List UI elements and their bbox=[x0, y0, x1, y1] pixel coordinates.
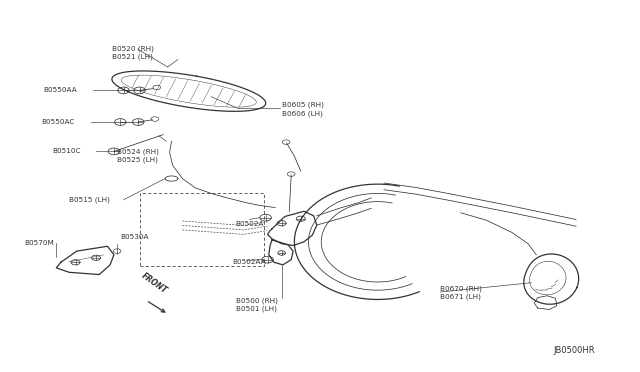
Text: B0502A: B0502A bbox=[236, 221, 264, 227]
Text: B0550AC: B0550AC bbox=[42, 119, 75, 125]
Text: B0606 (LH): B0606 (LH) bbox=[282, 110, 323, 117]
Text: B0524 (RH): B0524 (RH) bbox=[117, 148, 159, 155]
Text: B0500 (RH): B0500 (RH) bbox=[236, 297, 277, 304]
Text: B0501 (LH): B0501 (LH) bbox=[236, 305, 276, 312]
Text: B0605 (RH): B0605 (RH) bbox=[282, 102, 323, 108]
Text: B0550AA: B0550AA bbox=[44, 87, 77, 93]
Text: B0515 (LH): B0515 (LH) bbox=[69, 196, 110, 203]
Text: B0570M: B0570M bbox=[24, 240, 54, 246]
Text: B0670 (RH): B0670 (RH) bbox=[440, 285, 482, 292]
Text: B0521 (LH): B0521 (LH) bbox=[112, 54, 153, 60]
Text: B0530A: B0530A bbox=[120, 234, 149, 240]
Text: B0520 (RH): B0520 (RH) bbox=[112, 45, 154, 52]
Text: B0671 (LH): B0671 (LH) bbox=[440, 293, 481, 300]
Text: B0525 (LH): B0525 (LH) bbox=[117, 157, 158, 163]
Bar bbox=[140, 193, 264, 266]
Text: B0502AA: B0502AA bbox=[232, 259, 266, 265]
Text: B0510C: B0510C bbox=[52, 148, 81, 154]
Text: FRONT: FRONT bbox=[140, 272, 169, 296]
Text: JB0500HR: JB0500HR bbox=[554, 346, 595, 355]
